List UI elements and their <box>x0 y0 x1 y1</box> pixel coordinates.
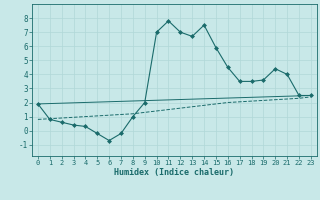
X-axis label: Humidex (Indice chaleur): Humidex (Indice chaleur) <box>115 168 234 177</box>
